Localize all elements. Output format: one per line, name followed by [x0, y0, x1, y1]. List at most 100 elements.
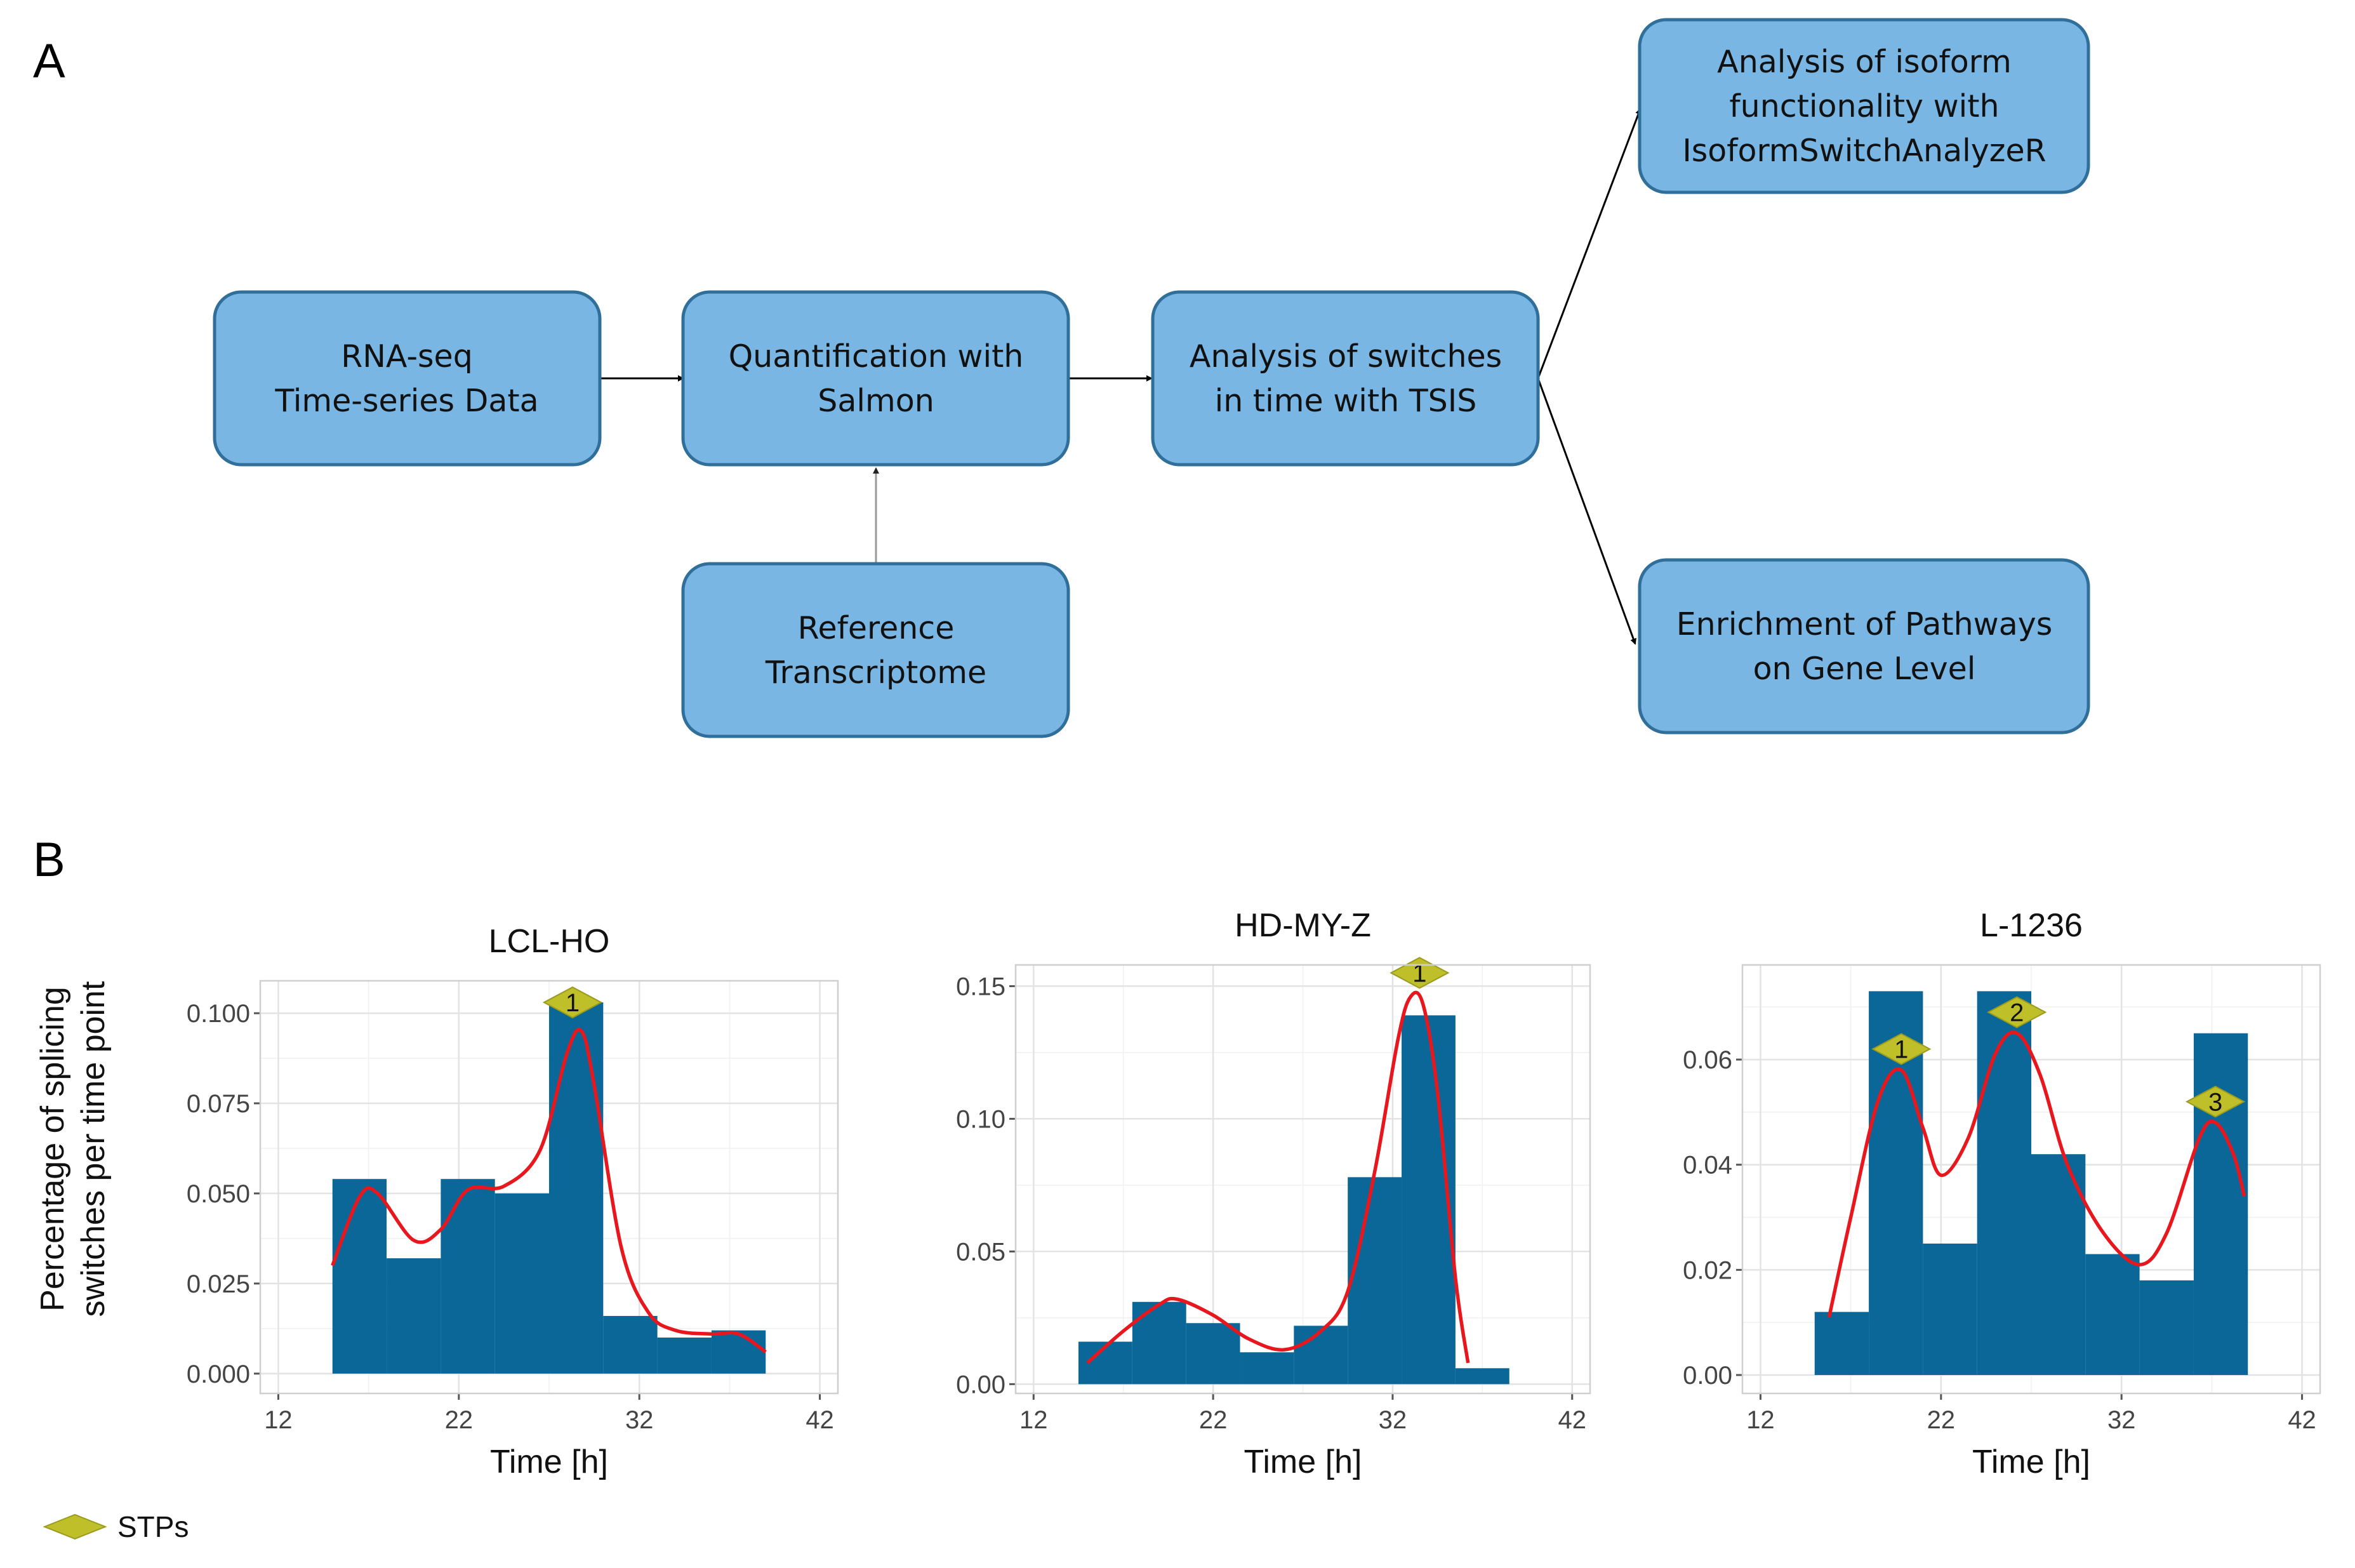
edge-tsis-to-isoform: [1537, 108, 1642, 379]
plot-panel-border: [259, 980, 839, 1395]
x-axis-label: Time [h]: [490, 1444, 608, 1480]
y-tick-label: 0.04: [1683, 1152, 1732, 1179]
x-tick-label: 22: [1199, 1406, 1228, 1434]
y-tick-label: 0.02: [1683, 1256, 1732, 1284]
panel-a-label: A: [33, 34, 65, 88]
histogram-bar: [2031, 1154, 2086, 1376]
stp-marker-icon: [542, 986, 603, 1019]
x-tick-label: 32: [2107, 1406, 2136, 1434]
histogram-bar: [2193, 1033, 2248, 1376]
histogram-bar: [441, 1179, 495, 1374]
box-isoform-line-3: IsoformSwitchAnalyzeR: [1682, 133, 2046, 169]
stp-marker-label: 1: [1412, 960, 1426, 988]
x-tick-label: 22: [1927, 1406, 1956, 1434]
workflow-flowchart: RNA-seq Time-series Data Quantification …: [213, 18, 2090, 738]
histogram-bar: [657, 1338, 712, 1374]
legend-label: STPs: [117, 1510, 189, 1543]
stp-marker-icon: [2185, 1086, 2246, 1118]
legend-stp-diamond-icon: [43, 1513, 107, 1540]
histogram-bar: [1455, 1368, 1509, 1385]
chart-title: LCL-HO: [489, 923, 610, 960]
y-tick-label: 0.06: [1683, 1046, 1732, 1074]
legend: STPs: [43, 1510, 189, 1543]
y-tick-label: 0.050: [187, 1180, 250, 1208]
edge-tsis-to-enrichment: [1537, 378, 1636, 645]
histogram-bar: [332, 1179, 387, 1374]
y-tick-label: 0.100: [187, 1000, 250, 1028]
histogram-bar: [1348, 1177, 1402, 1385]
chart-title: HD-MY-Z: [1235, 907, 1371, 944]
x-axis-label: Time [h]: [1244, 1444, 1362, 1480]
y-axis-label-line-2: switches per time point: [75, 981, 112, 1317]
histogram-bar: [1814, 1312, 1869, 1376]
box-enrichment: Enrichment of Pathways on Gene Level: [1638, 558, 2090, 734]
x-tick-label: 12: [264, 1406, 293, 1434]
histogram-bar: [494, 1193, 549, 1374]
box-reference-line-1: Reference: [798, 610, 955, 646]
density-curve: [331, 1028, 767, 1354]
chart-title: L-1236: [1980, 907, 2083, 944]
plot-panel-border: [1741, 964, 2321, 1395]
histogram-bar: [1977, 991, 2031, 1376]
x-tick-label: 32: [1379, 1406, 1407, 1434]
y-tick-label: 0.05: [956, 1238, 1005, 1266]
x-tick-label: 12: [1019, 1406, 1048, 1434]
histogram-bar: [387, 1258, 441, 1374]
y-tick-label: 0.15: [956, 973, 1005, 1000]
box-salmon-line-1: Quantification with: [729, 338, 1024, 375]
histogram-bar: [1240, 1352, 1294, 1385]
y-tick-label: 0.025: [187, 1270, 250, 1298]
histogram-bar: [2085, 1254, 2140, 1376]
x-tick-label: 42: [2288, 1406, 2316, 1434]
y-axis-label-line-1: Percentage of splicing: [34, 987, 71, 1312]
y-tick-label: 0.00: [956, 1371, 1005, 1399]
box-salmon-line-2: Salmon: [818, 383, 934, 419]
density-curve: [1086, 990, 1470, 1364]
box-isoform-line-1: Analysis of isoform: [1717, 44, 2012, 80]
box-isoform: Analysis of isoform functionality with I…: [1638, 18, 2090, 194]
y-tick-label: 0.00: [1683, 1362, 1732, 1390]
stp-marker-icon: [1987, 996, 2047, 1028]
x-tick-label: 32: [625, 1406, 654, 1434]
x-tick-label: 42: [1558, 1406, 1586, 1434]
box-enrichment-line-2: on Gene Level: [1753, 651, 1976, 687]
box-rnaseq-line-1: RNA-seq: [341, 338, 473, 375]
density-curve: [1827, 1030, 2246, 1318]
plot-panel-border: [1014, 964, 1591, 1395]
x-axis-label: Time [h]: [1972, 1444, 2090, 1480]
stp-marker-label: 2: [2010, 999, 2024, 1027]
panel-b-label: B: [33, 833, 65, 887]
histogram-bar: [1132, 1301, 1186, 1385]
y-tick-label: 0.000: [187, 1360, 250, 1388]
box-rnaseq: RNA-seq Time-series Data: [213, 290, 602, 467]
histogram-bar: [711, 1330, 766, 1374]
box-enrichment-line-1: Enrichment of Pathways: [1676, 606, 2053, 642]
stp-marker-icon: [1871, 1033, 1932, 1065]
histogram-bar: [1186, 1323, 1240, 1385]
box-reference-line-2: Transcriptome: [765, 654, 986, 691]
chart-lcl-ho: 12 22 32 42 0.000 0.025 0.050 0.075 0.100 1 LCL-HO…: [187, 923, 839, 1480]
box-reference: Reference Transcriptome: [681, 562, 1070, 738]
box-salmon: Quantification with Salmon: [681, 290, 1070, 467]
box-isoform-line-2: functionality with: [1729, 88, 1999, 124]
x-tick-label: 12: [1746, 1406, 1775, 1434]
box-tsis-line-2: in time with TSIS: [1215, 383, 1477, 419]
x-tick-label: 42: [806, 1406, 834, 1434]
histogram-bar: [603, 1315, 658, 1374]
chart-hd-my-z: 12 22 32 42 0.00 0.05 0.10 0.15 1 HD-MY-Z Time [h]: [956, 907, 1591, 1480]
histogram-bar: [1294, 1325, 1348, 1385]
histogram-bar: [1923, 1243, 1977, 1376]
box-tsis-line-1: Analysis of switches: [1190, 338, 1502, 375]
y-tick-label: 0.075: [187, 1090, 250, 1118]
box-rnaseq-line-2: Time-series Data: [274, 383, 538, 419]
stp-marker-label: 1: [1894, 1036, 1908, 1064]
x-tick-label: 22: [445, 1406, 474, 1434]
y-tick-label: 0.10: [956, 1105, 1005, 1133]
box-tsis: Analysis of switches in time with TSIS: [1151, 290, 1540, 467]
histogram-bar: [2139, 1280, 2194, 1376]
stp-marker-label: 3: [2208, 1088, 2222, 1116]
histogram-bar: [549, 1002, 604, 1374]
stp-marker-label: 1: [566, 989, 580, 1017]
